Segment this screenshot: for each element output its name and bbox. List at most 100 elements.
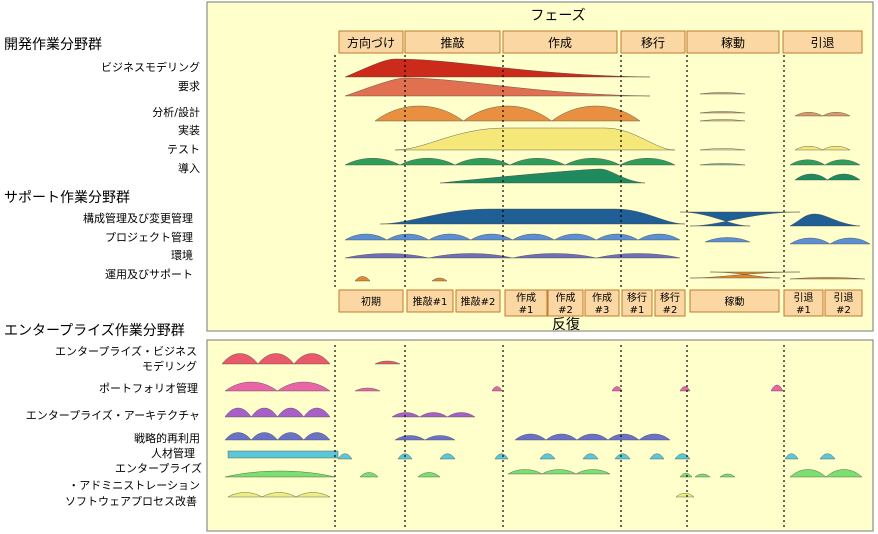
enterprise-admin-curve	[679, 473, 693, 478]
iteration-label: 引退	[794, 292, 814, 304]
analysis-design-curve	[699, 119, 746, 122]
discipline-label: 要求	[178, 80, 200, 93]
portfolio-curve	[354, 387, 381, 392]
iteration-box	[504, 289, 548, 317]
iteration-label: 引退	[834, 292, 854, 304]
business-modeling-curve	[344, 58, 651, 78]
discipline-label: プロジェクト管理	[105, 230, 193, 244]
enterprise-admin-curve	[359, 472, 379, 478]
requirements-curve	[794, 112, 851, 117]
iteration-box	[547, 289, 584, 317]
iteration-label: 移行	[627, 291, 647, 304]
strategic-reuse-curve	[394, 435, 456, 441]
discipline-label: 導入	[178, 161, 200, 175]
iteration-box	[406, 289, 454, 313]
people-management-curve	[614, 453, 631, 460]
iteration-box	[455, 289, 501, 313]
iteration-label: 初期	[361, 295, 381, 308]
config-management-curve	[379, 208, 686, 225]
people-management-bar	[227, 450, 339, 459]
test-curve	[789, 159, 861, 166]
iteration-box	[584, 289, 620, 317]
enterprise-discipline-label: ・アドミニストレーション	[68, 479, 200, 492]
operations-curve	[354, 276, 371, 282]
iteration-box	[783, 289, 824, 317]
implementation-curve	[699, 148, 746, 151]
iterations-label: 反復	[552, 316, 580, 333]
enterprise-discipline-label: 人材管理	[151, 446, 195, 460]
config-management-curve	[679, 211, 801, 227]
iteration-box	[621, 289, 653, 317]
development-group-title: 開発作業分野群	[4, 37, 102, 53]
phase-label: 推敲	[440, 35, 464, 50]
iteration-label: 稼動	[725, 295, 745, 308]
phase-box	[404, 30, 501, 54]
phases-header: フェーズ	[530, 8, 585, 24]
phase-label: 作成	[548, 36, 572, 50]
enterprise-admin-curve	[719, 473, 736, 478]
enterprise-admin-curve	[694, 473, 711, 478]
discipline-label: 環境	[171, 248, 193, 262]
process-improvement-curve	[675, 493, 695, 498]
enterprise-discipline-label: エンタープライズ	[115, 461, 202, 475]
iteration-label: 作成	[516, 292, 536, 304]
iteration-box	[689, 289, 780, 313]
iteration-box	[338, 289, 404, 313]
project-management-curve	[344, 233, 681, 241]
process-improvement-curve	[227, 492, 331, 498]
enterprise-architecture-curve	[391, 412, 476, 418]
phase-box	[782, 30, 863, 54]
enterprise-discipline-label: モデリング	[142, 359, 197, 373]
operations-curve	[689, 271, 801, 279]
phase-label: 稼動	[721, 35, 745, 50]
enterprise-discipline-label: ポートフォリオ管理	[99, 381, 198, 395]
enterprise-admin-curve	[507, 469, 611, 475]
business-modeling-curve	[699, 92, 746, 95]
deployment-curve	[794, 173, 861, 181]
phase-box	[502, 30, 618, 54]
strategic-reuse-curve	[224, 432, 331, 441]
iteration-label: #2	[663, 305, 678, 316]
project-management-curve	[704, 237, 751, 243]
config-management-curve	[789, 213, 861, 227]
portfolio-curve	[224, 381, 331, 392]
people-management-curve	[784, 453, 799, 460]
enterprise-admin-curve	[417, 472, 441, 478]
iteration-label: #2	[558, 305, 573, 316]
test-curve	[699, 163, 746, 166]
iteration-label: #1	[796, 305, 811, 316]
deployment-curve	[439, 168, 646, 184]
operations-curve	[789, 277, 866, 280]
iteration-label: 作成	[592, 292, 612, 304]
enterprise-admin-curve	[789, 469, 863, 478]
implementation-curve	[394, 127, 676, 151]
project-management-curve	[789, 237, 871, 245]
analysis-design-curve	[374, 105, 641, 122]
support-group-title: サポート作業分野群	[4, 190, 130, 206]
enterprise-discipline-label: エンタープライズ・ビジネス	[55, 344, 197, 358]
iteration-box	[654, 289, 686, 317]
people-management-curve	[649, 453, 665, 460]
people-management-curve	[582, 453, 599, 460]
discipline-label: 構成管理及び変更管理	[83, 211, 193, 225]
iteration-label: 作成	[556, 292, 576, 304]
portfolio-curve	[611, 386, 623, 392]
enterprise-group-title: エンタープライズ作業分野群	[4, 323, 185, 339]
portfolio-curve	[770, 384, 784, 392]
discipline-label: 実装	[178, 123, 200, 137]
phase-label: 移行	[641, 36, 665, 50]
people-management-curve	[674, 453, 691, 460]
iteration-label: 推敲#1	[413, 295, 448, 308]
portfolio-curve	[491, 386, 503, 392]
iteration-label: #2	[836, 305, 851, 316]
people-management-curve	[494, 453, 509, 460]
bottom-panel	[206, 339, 874, 532]
iteration-label: #1	[519, 305, 534, 316]
phase-box	[338, 30, 404, 54]
enterprise-business-curve	[221, 353, 331, 365]
test-curve	[344, 158, 676, 166]
top-panel	[206, 1, 874, 332]
iteration-label: #1	[630, 305, 645, 316]
iteration-label: 移行	[660, 291, 680, 304]
